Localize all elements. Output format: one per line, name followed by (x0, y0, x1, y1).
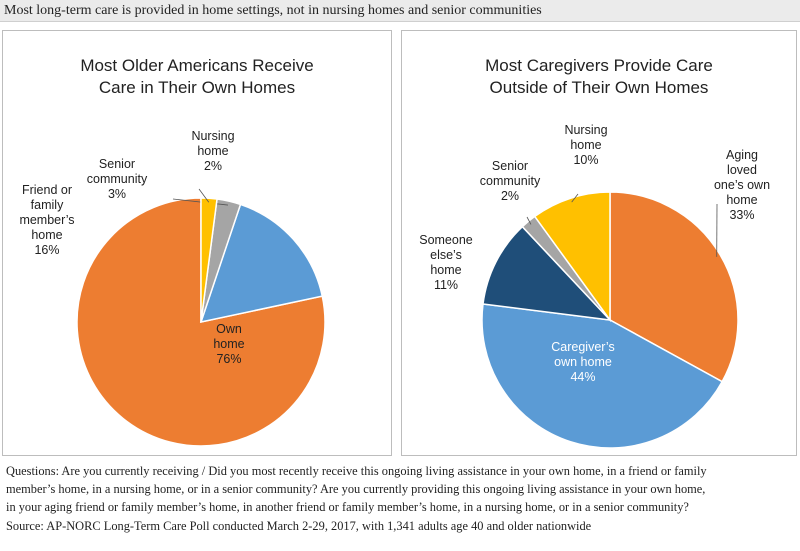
slice-label-line: family (31, 198, 64, 212)
slice-label-line: Someone (419, 233, 473, 247)
slice-label-line: Friend or (22, 183, 72, 197)
pie-slice-someone-else-s-home (482, 225, 612, 322)
slice-label-line: home (570, 138, 601, 152)
slice-label-aging-loved-one-s-own-home: Aging loved one’s own home 33% (714, 148, 770, 222)
slice-label-line: Own (216, 322, 242, 336)
slice-label-line: member’s (19, 213, 74, 227)
figure-notes: Questions: Are you currently receiving /… (6, 462, 796, 535)
figure-header: Most long-term care is provided in home … (0, 0, 800, 22)
slice-label-line: 16% (34, 243, 59, 257)
leader-line (571, 193, 579, 203)
slice-label-line: home (213, 337, 244, 351)
pie-slice-caregiver-s-own-home (481, 303, 724, 449)
chart-title-line: Care in Their Own Homes (98, 78, 296, 97)
slice-label-line: home (726, 193, 757, 207)
slice-label-nursing-home: Nursing home 2% (191, 129, 234, 173)
slice-label-line: 2% (204, 159, 222, 173)
slice-label-line: 10% (573, 153, 598, 167)
slice-label-line: 76% (216, 352, 241, 366)
slice-label-friend-or-family-member-s-home: Friend or family member’s home 16% (19, 183, 74, 257)
slice-label-line: community (87, 172, 148, 186)
chart-panel-caregivers: Aging loved one’s own home 33% Caregiver’s own… (401, 30, 797, 456)
slice-label-line: else’s (430, 248, 462, 262)
source-line: Source: AP-NORC Long-Term Care Poll cond… (6, 518, 592, 533)
slice-label-line: own home (554, 355, 612, 369)
notes-line: in your aging friend or family member’s … (6, 500, 689, 515)
slice-label-line: Aging (726, 148, 758, 162)
chart-title-line: Outside of Their Own Homes (489, 78, 709, 97)
slice-label-nursing-home: Nursing home 10% (564, 123, 607, 167)
slice-label-line: community (480, 174, 541, 188)
slice-label-caregiver-s-own-home: Caregiver’s own home 44% (551, 340, 614, 384)
slice-label-line: one’s own (714, 178, 770, 192)
pie-slice-nursing-home (533, 191, 611, 323)
slice-label-line: 11% (434, 278, 458, 292)
chart-title-line: Most Older Americans Receive (80, 56, 314, 75)
slice-label-line: Senior (99, 157, 135, 171)
chart-title-line: Most Caregivers Provide Care (485, 56, 713, 75)
slice-label-line: home (197, 144, 228, 158)
slice-label-line: Senior (492, 159, 528, 173)
slice-label-own-home: Own home 76% (213, 322, 244, 366)
chart-panel-own-homes: Own home 76% Friend or family member’s home 16%… (2, 30, 392, 456)
leader-line (526, 216, 532, 225)
pie-chart-svg: Own home 76%Friend or family member’s home 16%… (19, 129, 326, 447)
slice-label-line: 3% (108, 187, 126, 201)
slice-label-senior-community: Senior community 2% (480, 159, 541, 203)
slice-label-someone-else-s-home: Someone else’s home 11% (419, 233, 473, 292)
slice-label-line: 44% (570, 370, 595, 384)
slice-label-senior-community: Senior community 3% (87, 157, 148, 201)
slice-label-line: Caregiver’s (551, 340, 614, 354)
slice-label-line: home (430, 263, 461, 277)
chart-title: Most Caregivers Provide Care Outside of … (402, 55, 796, 99)
pie-chart-svg: Aging loved one’s own home 33%Caregiver’s own… (419, 123, 770, 449)
chart-title: Most Older Americans Receive Care in The… (3, 55, 391, 99)
slice-label-line: loved (727, 163, 757, 177)
slice-label-line: Nursing (564, 123, 607, 137)
slice-label-line: home (31, 228, 62, 242)
slice-label-line: 33% (729, 208, 754, 222)
notes-line: Questions: Are you currently receiving /… (6, 464, 707, 478)
slice-label-line: 2% (501, 189, 519, 203)
pie-slice-nursing-home (200, 197, 218, 323)
leader-line (198, 188, 210, 203)
notes-line: member’s home, in a nursing home, or in … (6, 482, 706, 497)
slice-label-line: Nursing (191, 129, 234, 143)
pie-slice-aging-loved-one-s-own-home (609, 191, 739, 383)
